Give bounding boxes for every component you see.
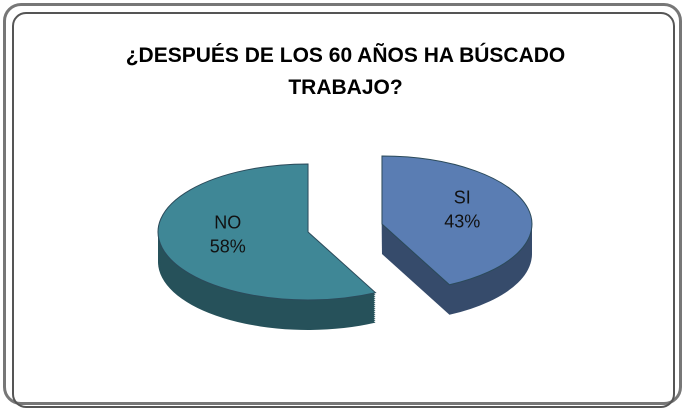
outer-frame	[3, 3, 682, 405]
slice-value-label: 58%	[210, 237, 246, 257]
pie-slice	[381, 155, 533, 286]
inner-frame	[12, 12, 675, 408]
slice-category-label: NO	[214, 213, 241, 233]
slice-value-label: 43%	[444, 211, 480, 231]
chart-title: ¿DESPUÉS DE LOS 60 AÑOS HA BÚSCADO TRABA…	[125, 44, 566, 99]
pie-slice	[157, 163, 377, 301]
slice-category-label: SI	[454, 187, 471, 207]
